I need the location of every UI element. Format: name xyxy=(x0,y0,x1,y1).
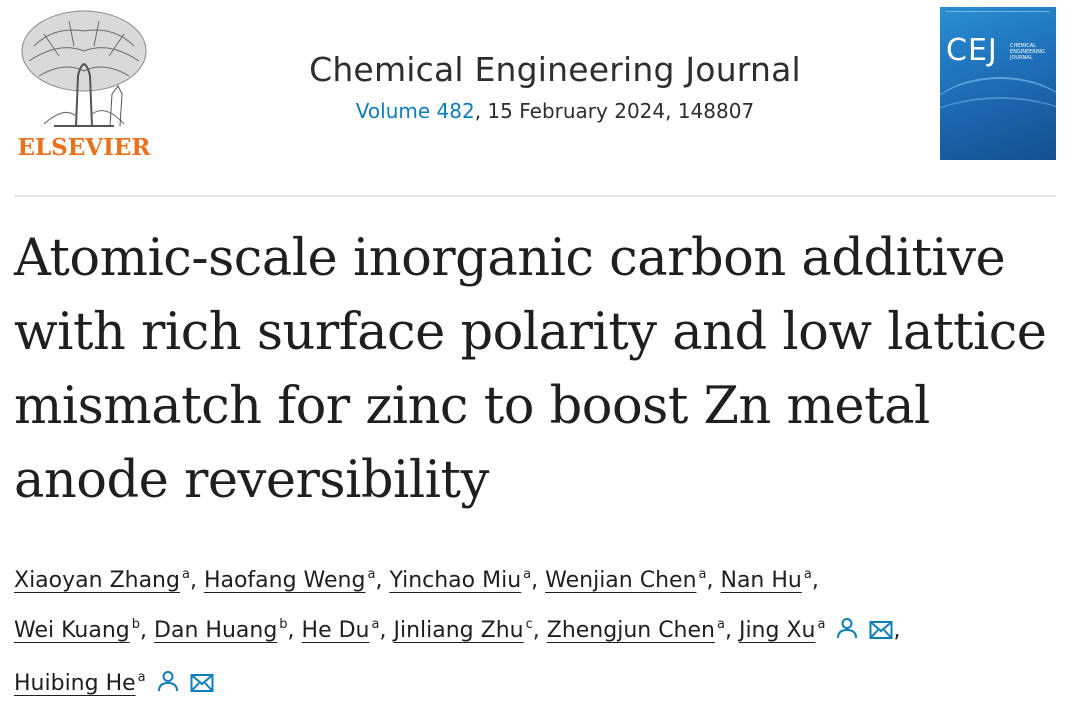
affiliation-marker[interactable]: a xyxy=(803,567,812,582)
affiliation-marker[interactable]: a xyxy=(523,567,532,582)
affiliation-marker[interactable]: b xyxy=(279,617,288,632)
separator: , xyxy=(532,618,540,643)
author-name-link[interactable]: Haofang Weng xyxy=(203,568,366,593)
person-icon[interactable] xyxy=(835,612,859,656)
separator: , xyxy=(140,618,148,643)
email-icon[interactable] xyxy=(190,665,214,709)
separator: , xyxy=(724,618,732,643)
separator: , xyxy=(893,618,901,643)
author: Nan Hu a, xyxy=(720,567,819,593)
author-list: Xiaoyan Zhang a, Haofang Weng a, Yinchao M… xyxy=(14,553,1064,709)
journal-info: Chemical Engineering Journal Volume 482,… xyxy=(250,50,860,123)
author-name-link[interactable]: He Du xyxy=(301,618,370,643)
cover-logo: CEJ xyxy=(946,33,998,68)
author: Yinchao Miu a, xyxy=(389,567,539,593)
email-icon[interactable] xyxy=(869,612,893,656)
author: Wenjian Chen a, xyxy=(545,567,714,593)
volume-link[interactable]: Volume 482 xyxy=(355,99,475,123)
affiliation-marker[interactable]: a xyxy=(181,567,190,582)
affiliation-marker[interactable]: a xyxy=(367,567,376,582)
elsevier-tree-icon xyxy=(21,10,147,127)
cover-rule xyxy=(946,11,1050,18)
separator: , xyxy=(706,568,714,593)
cover-wave xyxy=(940,97,1056,160)
author-name-link[interactable]: Xiaoyan Zhang xyxy=(14,568,180,593)
author-name-link[interactable]: Dan Huang xyxy=(154,618,278,643)
affiliation-marker[interactable]: a xyxy=(716,617,725,632)
author-name-link[interactable]: Jing Xu xyxy=(738,618,816,643)
author-name-link[interactable]: Wenjian Chen xyxy=(545,568,697,593)
author: Dan Huang b, xyxy=(154,617,295,643)
separator: , xyxy=(287,618,295,643)
author: Haofang Weng a, xyxy=(203,567,383,593)
affiliation-marker[interactable]: a xyxy=(137,670,146,685)
author: Huibing He a xyxy=(14,670,214,696)
affiliation-marker[interactable]: a xyxy=(371,617,380,632)
title-line: with rich surface polarity and low latti… xyxy=(14,303,1047,362)
issue-info: , 15 February 2024, 148807 xyxy=(474,99,755,123)
affiliation-marker[interactable]: b xyxy=(131,617,141,632)
cover-subtitle: CHEMICAL ENGINEERING JOURNAL xyxy=(1010,43,1045,61)
journal-meta: Volume 482, 15 February 2024, 148807 xyxy=(250,99,860,123)
affiliation-marker[interactable]: a xyxy=(817,617,826,632)
separator: , xyxy=(189,568,197,593)
title-line: mismatch for zinc to boost Zn metal xyxy=(14,377,930,436)
journal-title[interactable]: Chemical Engineering Journal xyxy=(309,50,801,89)
author-name-link[interactable]: Zhengjun Chen xyxy=(546,618,715,643)
author-name-link[interactable]: Huibing He xyxy=(14,671,136,696)
title-line: anode reversibility xyxy=(14,451,489,510)
separator: , xyxy=(379,618,387,643)
author: Xiaoyan Zhang a, xyxy=(14,567,197,593)
author: Zhengjun Chen a, xyxy=(546,617,732,643)
person-icon[interactable] xyxy=(156,665,180,709)
cover-wave xyxy=(940,77,1056,160)
author-name-link[interactable]: Wei Kuang xyxy=(14,618,130,643)
author-name-link[interactable]: Yinchao Miu xyxy=(389,568,522,593)
separator: , xyxy=(375,568,383,593)
publisher-name: ELSEVIER xyxy=(17,134,151,161)
affiliation-marker[interactable]: c xyxy=(525,617,533,632)
separator: , xyxy=(811,568,819,593)
article-title: Atomic-scale inorganic carbon additive w… xyxy=(14,222,1070,518)
journal-cover-image[interactable]: CEJ CHEMICAL ENGINEERING JOURNAL xyxy=(940,7,1056,160)
header-divider xyxy=(14,195,1056,197)
author: Wei Kuang b, xyxy=(14,617,148,643)
author-name-link[interactable]: Jinliang Zhu xyxy=(393,618,524,643)
author-name-link[interactable]: Nan Hu xyxy=(720,568,802,593)
author: Jing Xu a, xyxy=(738,617,901,643)
article-header: ELSEVIER Chemical Engineering Journal Vo… xyxy=(0,0,1080,196)
affiliation-marker[interactable]: a xyxy=(698,567,707,582)
author: He Du a, xyxy=(301,617,387,643)
author: Jinliang Zhu c, xyxy=(393,617,540,643)
elsevier-logo[interactable]: ELSEVIER xyxy=(14,6,154,166)
separator: , xyxy=(531,568,539,593)
title-line: Atomic-scale inorganic carbon additive xyxy=(14,229,1006,288)
